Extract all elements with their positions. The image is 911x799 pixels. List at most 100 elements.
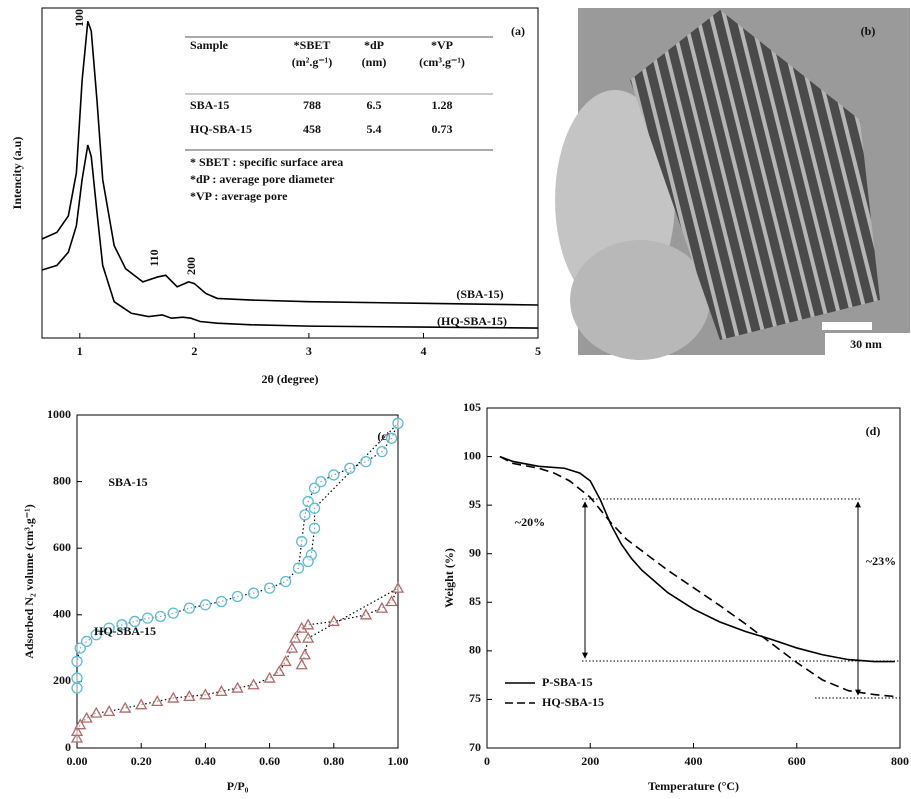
x-tick-label: 0 <box>484 754 490 768</box>
point <box>199 599 212 611</box>
point <box>289 631 302 643</box>
panel-label: (d) <box>866 424 881 438</box>
annotation: 100 <box>72 9 86 27</box>
point <box>292 562 305 574</box>
point <box>296 535 308 548</box>
point <box>183 690 196 702</box>
y-tick-label: 400 <box>53 607 71 621</box>
y-tick-label: 600 <box>53 540 71 554</box>
series-line <box>499 455 895 698</box>
point <box>299 509 311 521</box>
x-axis-label: Temperature (°C) <box>648 779 739 793</box>
point <box>116 619 128 631</box>
point <box>183 602 196 614</box>
point <box>385 432 398 444</box>
point <box>359 608 373 620</box>
table-cell: HQ-SBA-15 <box>190 122 252 136</box>
point <box>90 706 103 718</box>
x-tick-label: 0.60 <box>259 754 280 768</box>
y-tick-label: 1000 <box>47 407 71 421</box>
point <box>360 455 372 468</box>
point <box>71 682 83 694</box>
y-axis-label: Intencity (a.u) <box>10 137 24 210</box>
x-tick-label: 1 <box>77 344 83 358</box>
point <box>344 462 356 474</box>
point <box>215 685 228 697</box>
plot-frame <box>76 414 399 749</box>
point <box>263 582 276 594</box>
series-label: (SBA-15) <box>456 287 503 301</box>
point <box>263 671 276 683</box>
table-header-unit: (cm³.g⁻¹) <box>419 55 465 69</box>
point <box>375 601 389 613</box>
y-tick-label: 200 <box>53 673 71 687</box>
reference-lines <box>582 498 900 699</box>
point <box>167 607 179 619</box>
table-header: *dP <box>364 38 384 52</box>
scale-bar-label: 30 nm <box>850 337 882 351</box>
y-tick-label: 800 <box>53 473 71 487</box>
point <box>308 502 321 514</box>
point <box>102 705 116 717</box>
x-tick-label: 2 <box>191 344 197 358</box>
tem-image <box>555 8 910 360</box>
point <box>154 610 167 623</box>
point <box>199 688 212 700</box>
table-header: *VP <box>431 38 453 52</box>
x-axis-label: P/P₀ <box>227 779 249 793</box>
y-tick-label: 85 <box>469 594 481 608</box>
table-cell: 458 <box>303 122 321 136</box>
point <box>302 631 315 643</box>
point <box>285 641 299 653</box>
series-label: HQ-SBA-15 <box>94 624 156 638</box>
x-tick-label: 5 <box>535 344 541 358</box>
table-cell: 788 <box>303 98 321 112</box>
x-tick-label: 1.00 <box>388 754 409 768</box>
series-label: SBA-15 <box>108 475 147 489</box>
y-tick-label: 105 <box>463 400 481 414</box>
point <box>71 655 83 668</box>
x-tick-label: 0.80 <box>323 754 344 768</box>
point <box>376 445 388 458</box>
point <box>308 522 321 534</box>
series-line <box>41 144 539 329</box>
x-tick-label: 0.20 <box>131 754 152 768</box>
point <box>90 629 102 641</box>
point <box>247 678 260 690</box>
x-axis-label: 2θ (degree) <box>261 372 318 386</box>
annotation: ~20% <box>515 515 545 529</box>
table-header-unit: (m².g⁻¹) <box>292 55 333 69</box>
point <box>315 475 327 488</box>
x-tick-label: 200 <box>581 754 599 768</box>
point <box>385 595 398 607</box>
x-tick-label: 0.00 <box>67 754 88 768</box>
point <box>392 417 404 429</box>
y-tick-label: 0 <box>65 740 71 754</box>
table-header-unit: (nm) <box>362 55 387 69</box>
x-tick-label: 400 <box>685 754 703 768</box>
point <box>279 655 292 667</box>
series-label: (HQ-SBA-15) <box>437 314 507 328</box>
point <box>135 698 148 710</box>
x-tick-label: 800 <box>891 754 909 768</box>
panel-label: (a) <box>511 24 525 38</box>
point <box>302 495 314 508</box>
point <box>70 731 84 743</box>
legend-label: HQ-SBA-15 <box>542 695 604 709</box>
series-line <box>41 20 539 306</box>
table-note: * SBET : specific surface area <box>190 155 343 169</box>
point <box>279 575 292 588</box>
y-tick-label: 100 <box>463 448 481 462</box>
table-cell: 6.5 <box>367 98 382 112</box>
point <box>71 672 83 684</box>
annotation: ~23% <box>866 554 896 568</box>
point <box>231 681 244 693</box>
table-header: *SBET <box>294 38 331 52</box>
x-tick-label: 0.40 <box>195 754 216 768</box>
x-tick-label: 600 <box>788 754 806 768</box>
table-cell: SBA-15 <box>190 98 229 112</box>
point <box>151 695 164 707</box>
x-tick-label: 3 <box>306 344 312 358</box>
table-header: Sample <box>190 38 229 52</box>
